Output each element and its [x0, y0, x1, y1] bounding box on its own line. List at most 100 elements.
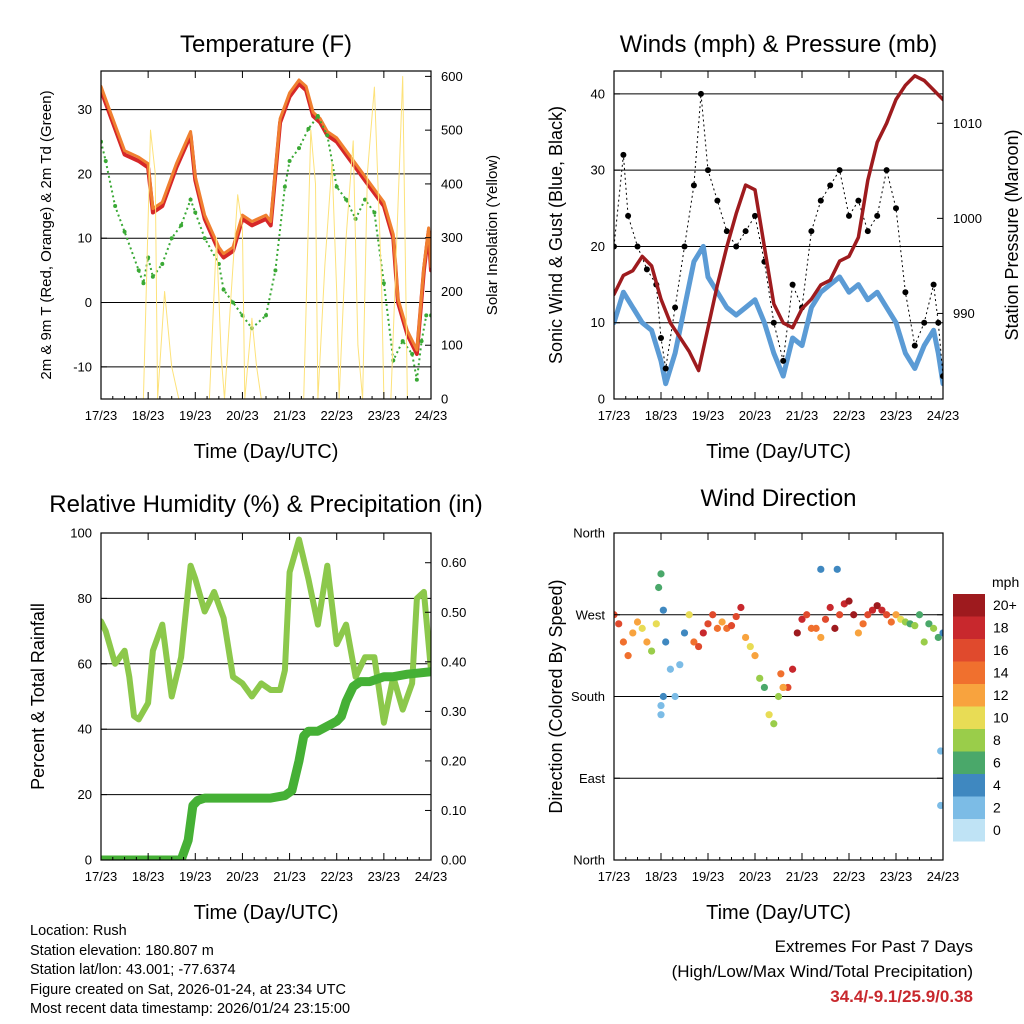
direction-point — [737, 603, 745, 612]
colorbar-tick-label: 6 — [993, 755, 1001, 771]
sonic-wind-line — [614, 243, 943, 387]
x-tick-label: 17/23 — [598, 408, 631, 423]
direction-point — [821, 615, 830, 623]
x-tick-label: 19/23 — [179, 408, 212, 423]
gust-point — [690, 182, 697, 189]
gust-point — [846, 212, 852, 219]
gust-point — [864, 228, 871, 235]
direction-point — [833, 565, 841, 573]
x-tick-label: 19/23 — [692, 869, 725, 884]
direction-point — [836, 611, 844, 619]
colorbar-swatch — [953, 774, 985, 797]
direction-point — [615, 620, 623, 628]
chart-title: Winds (mph) & Pressure (mb) — [620, 31, 937, 58]
station-pressure-line — [614, 74, 943, 373]
colorbar-tick-label: 2 — [993, 800, 1001, 816]
direction-point — [709, 611, 717, 619]
gust-point — [733, 243, 740, 250]
x-tick-label: 24/23 — [927, 869, 960, 884]
x-tick-label: 18/23 — [645, 408, 678, 423]
x-tick-label: 20/23 — [739, 869, 772, 884]
direction-point — [817, 633, 825, 642]
direction-point — [887, 618, 895, 626]
direction-point — [746, 642, 754, 651]
y-right-tick-label: 0.10 — [441, 803, 466, 818]
colorbar-swatch — [953, 639, 985, 662]
direction-point — [911, 622, 919, 630]
2m-td-point — [400, 339, 405, 344]
direction-point — [798, 615, 806, 623]
wind-direction-panel: 17/23 18/23 19/23 20/23 21/23 22/23 23/23 24/23… — [546, 485, 959, 924]
direction-point — [930, 624, 938, 632]
direction-point — [817, 565, 825, 573]
x-tick-label: 17/23 — [598, 869, 631, 884]
direction-point — [680, 629, 689, 637]
gust-point — [662, 365, 669, 372]
plot-frame — [100, 70, 432, 400]
x-tick-label: 23/23 — [880, 869, 913, 884]
direction-point — [850, 611, 858, 619]
chart-title: Wind Direction — [700, 485, 856, 512]
x-tick-label: 23/23 — [368, 408, 401, 423]
direction-point — [765, 711, 773, 719]
x-tick-label: 18/23 — [645, 869, 678, 884]
direction-point — [659, 606, 667, 614]
plot-area — [101, 536, 431, 860]
plot-area — [614, 565, 943, 810]
direction-point — [892, 611, 900, 619]
direction-point — [868, 606, 877, 614]
colorbar-swatch — [953, 684, 985, 707]
direction-point — [873, 602, 881, 610]
colorbar-swatch — [953, 661, 985, 684]
y-tick-label: 10 — [78, 231, 92, 246]
y-tick-label: West — [576, 607, 606, 622]
y-right-tick-label: 0 — [441, 392, 448, 407]
gust-point — [643, 266, 650, 273]
direction-point — [666, 665, 675, 673]
direction-point — [671, 692, 679, 701]
direction-point — [925, 620, 933, 628]
direction-point — [883, 611, 891, 619]
colorbar-swatch — [953, 819, 985, 842]
direction-point — [770, 720, 778, 728]
x-tick-label: 21/23 — [273, 869, 306, 884]
y-tick-label: North — [573, 526, 605, 541]
y-tick-label: 60 — [78, 656, 92, 671]
x-tick-label: 21/23 — [273, 408, 306, 423]
direction-point — [657, 711, 665, 719]
y-right-tick-label: 0.40 — [441, 654, 466, 669]
direction-point — [779, 683, 787, 692]
direction-point — [812, 624, 820, 632]
colorbar-tick-label: 0 — [993, 822, 1001, 838]
direction-point — [648, 647, 656, 655]
direction-point — [713, 624, 722, 632]
x-axis-label: Time (Day/UTC) — [194, 902, 339, 924]
colorbar-label: mph — [992, 574, 1019, 590]
9m-t-line — [101, 78, 431, 352]
gust-point — [697, 90, 704, 97]
direction-point — [718, 618, 726, 626]
x-tick-label: 23/23 — [880, 408, 913, 423]
direction-point — [864, 611, 872, 619]
x-tick-label: 19/23 — [692, 408, 725, 423]
y-tick-label: 80 — [78, 591, 92, 606]
gust-point — [902, 289, 909, 296]
colorbar-tick-label: 4 — [993, 777, 1001, 793]
latlon-text: Station lat/lon: 43.001; -77.6374 — [30, 962, 236, 978]
winds-pressure-panel: 17/23 18/23 19/23 20/23 21/23 22/23 23/23 24/23… — [546, 31, 1022, 463]
x-axis-label: Time (Day/UTC) — [194, 441, 339, 463]
direction-point — [662, 638, 670, 646]
y-right-tick-label: 0.50 — [441, 605, 466, 620]
direction-point — [657, 701, 665, 710]
y-tick-label: 30 — [591, 163, 605, 178]
colorbar-tick-label: 14 — [993, 665, 1009, 681]
gust-point — [789, 281, 796, 288]
y-right-tick-label: 0.30 — [441, 704, 466, 719]
plot-area — [614, 74, 943, 387]
gust-point — [808, 228, 815, 235]
x-tick-label: 24/23 — [927, 408, 960, 423]
x-tick-label: 22/23 — [320, 869, 353, 884]
y-tick-label: -10 — [73, 359, 92, 374]
y-right-tick-label: 1000 — [953, 211, 982, 226]
y-right-tick-label: 0.00 — [441, 853, 466, 868]
